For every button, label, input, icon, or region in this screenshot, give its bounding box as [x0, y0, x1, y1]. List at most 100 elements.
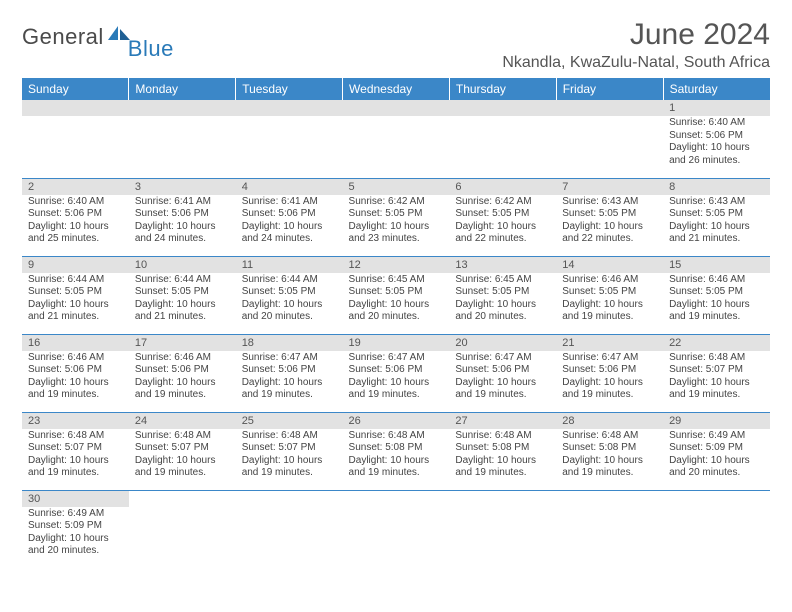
sunset-line: Sunset: 5:06 PM	[669, 130, 764, 143]
day-number: 23	[22, 413, 129, 429]
calendar-day-cell	[449, 490, 556, 568]
sunset-line: Sunset: 5:05 PM	[135, 286, 230, 299]
logo-text-general: General	[22, 24, 104, 50]
day-details: Sunrise: 6:48 AMSunset: 5:07 PMDaylight:…	[22, 429, 129, 482]
day-details: Sunrise: 6:47 AMSunset: 5:06 PMDaylight:…	[556, 351, 663, 404]
day-header: Friday	[556, 78, 663, 100]
sunset-line: Sunset: 5:07 PM	[669, 364, 764, 377]
day-details: Sunrise: 6:42 AMSunset: 5:05 PMDaylight:…	[449, 195, 556, 248]
day-header: Wednesday	[343, 78, 450, 100]
sunrise-line: Sunrise: 6:42 AM	[455, 196, 550, 209]
calendar-day-cell: 29Sunrise: 6:49 AMSunset: 5:09 PMDayligh…	[663, 412, 770, 490]
daylight-line: Daylight: 10 hours and 22 minutes.	[455, 221, 550, 246]
day-number: 6	[449, 179, 556, 195]
calendar-day-cell	[343, 490, 450, 568]
calendar-week-row: 9Sunrise: 6:44 AMSunset: 5:05 PMDaylight…	[22, 256, 770, 334]
daylight-line: Daylight: 10 hours and 20 minutes.	[242, 299, 337, 324]
sunrise-line: Sunrise: 6:47 AM	[349, 352, 444, 365]
sunrise-line: Sunrise: 6:48 AM	[562, 430, 657, 443]
day-number: 29	[663, 413, 770, 429]
day-details: Sunrise: 6:48 AMSunset: 5:08 PMDaylight:…	[449, 429, 556, 482]
day-details: Sunrise: 6:47 AMSunset: 5:06 PMDaylight:…	[449, 351, 556, 404]
day-number: 8	[663, 179, 770, 195]
sunrise-line: Sunrise: 6:47 AM	[562, 352, 657, 365]
sunset-line: Sunset: 5:05 PM	[349, 286, 444, 299]
sunrise-line: Sunrise: 6:47 AM	[455, 352, 550, 365]
day-number: 18	[236, 335, 343, 351]
calendar-day-cell: 27Sunrise: 6:48 AMSunset: 5:08 PMDayligh…	[449, 412, 556, 490]
sunrise-line: Sunrise: 6:44 AM	[28, 274, 123, 287]
day-number: 24	[129, 413, 236, 429]
daylight-line: Daylight: 10 hours and 24 minutes.	[135, 221, 230, 246]
sunrise-line: Sunrise: 6:46 AM	[135, 352, 230, 365]
sunset-line: Sunset: 5:08 PM	[349, 442, 444, 455]
day-details: Sunrise: 6:48 AMSunset: 5:07 PMDaylight:…	[236, 429, 343, 482]
sunset-line: Sunset: 5:08 PM	[562, 442, 657, 455]
calendar-day-cell: 8Sunrise: 6:43 AMSunset: 5:05 PMDaylight…	[663, 178, 770, 256]
calendar-day-cell	[449, 100, 556, 178]
calendar-week-row: 2Sunrise: 6:40 AMSunset: 5:06 PMDaylight…	[22, 178, 770, 256]
calendar-day-cell	[343, 100, 450, 178]
calendar-day-cell: 30Sunrise: 6:49 AMSunset: 5:09 PMDayligh…	[22, 490, 129, 568]
day-details: Sunrise: 6:49 AMSunset: 5:09 PMDaylight:…	[663, 429, 770, 482]
day-number: 5	[343, 179, 450, 195]
sunset-line: Sunset: 5:07 PM	[28, 442, 123, 455]
day-number: 26	[343, 413, 450, 429]
sunset-line: Sunset: 5:06 PM	[135, 208, 230, 221]
sunset-line: Sunset: 5:06 PM	[455, 364, 550, 377]
calendar-table: Sunday Monday Tuesday Wednesday Thursday…	[22, 78, 770, 568]
sunrise-line: Sunrise: 6:44 AM	[135, 274, 230, 287]
calendar-day-cell: 1Sunrise: 6:40 AMSunset: 5:06 PMDaylight…	[663, 100, 770, 178]
daylight-line: Daylight: 10 hours and 19 minutes.	[28, 455, 123, 480]
day-number: 12	[343, 257, 450, 273]
sunrise-line: Sunrise: 6:48 AM	[242, 430, 337, 443]
sunrise-line: Sunrise: 6:43 AM	[669, 196, 764, 209]
day-details: Sunrise: 6:48 AMSunset: 5:07 PMDaylight:…	[663, 351, 770, 404]
calendar-day-cell: 18Sunrise: 6:47 AMSunset: 5:06 PMDayligh…	[236, 334, 343, 412]
day-details: Sunrise: 6:44 AMSunset: 5:05 PMDaylight:…	[129, 273, 236, 326]
sunrise-line: Sunrise: 6:45 AM	[349, 274, 444, 287]
daylight-line: Daylight: 10 hours and 19 minutes.	[349, 377, 444, 402]
calendar-day-cell: 13Sunrise: 6:45 AMSunset: 5:05 PMDayligh…	[449, 256, 556, 334]
calendar-day-cell: 6Sunrise: 6:42 AMSunset: 5:05 PMDaylight…	[449, 178, 556, 256]
sunset-line: Sunset: 5:09 PM	[28, 520, 123, 533]
day-details: Sunrise: 6:48 AMSunset: 5:08 PMDaylight:…	[343, 429, 450, 482]
sunrise-line: Sunrise: 6:46 AM	[28, 352, 123, 365]
calendar-day-cell: 26Sunrise: 6:48 AMSunset: 5:08 PMDayligh…	[343, 412, 450, 490]
location-subtitle: Nkandla, KwaZulu-Natal, South Africa	[502, 54, 770, 72]
calendar-day-cell: 7Sunrise: 6:43 AMSunset: 5:05 PMDaylight…	[556, 178, 663, 256]
calendar-week-row: 23Sunrise: 6:48 AMSunset: 5:07 PMDayligh…	[22, 412, 770, 490]
day-details: Sunrise: 6:46 AMSunset: 5:06 PMDaylight:…	[22, 351, 129, 404]
daylight-line: Daylight: 10 hours and 20 minutes.	[28, 533, 123, 558]
calendar-day-cell: 3Sunrise: 6:41 AMSunset: 5:06 PMDaylight…	[129, 178, 236, 256]
day-details: Sunrise: 6:43 AMSunset: 5:05 PMDaylight:…	[556, 195, 663, 248]
daylight-line: Daylight: 10 hours and 19 minutes.	[28, 377, 123, 402]
daylight-line: Daylight: 10 hours and 20 minutes.	[455, 299, 550, 324]
calendar-day-cell: 21Sunrise: 6:47 AMSunset: 5:06 PMDayligh…	[556, 334, 663, 412]
day-number: 28	[556, 413, 663, 429]
daylight-line: Daylight: 10 hours and 19 minutes.	[135, 377, 230, 402]
calendar-day-cell	[236, 490, 343, 568]
day-details: Sunrise: 6:45 AMSunset: 5:05 PMDaylight:…	[343, 273, 450, 326]
day-number: 4	[236, 179, 343, 195]
day-header: Tuesday	[236, 78, 343, 100]
empty-daynum-bar	[236, 100, 343, 116]
sunrise-line: Sunrise: 6:46 AM	[669, 274, 764, 287]
day-details: Sunrise: 6:48 AMSunset: 5:07 PMDaylight:…	[129, 429, 236, 482]
sunset-line: Sunset: 5:06 PM	[135, 364, 230, 377]
day-header: Monday	[129, 78, 236, 100]
day-details: Sunrise: 6:44 AMSunset: 5:05 PMDaylight:…	[236, 273, 343, 326]
calendar-day-cell: 5Sunrise: 6:42 AMSunset: 5:05 PMDaylight…	[343, 178, 450, 256]
sunrise-line: Sunrise: 6:46 AM	[562, 274, 657, 287]
day-details: Sunrise: 6:40 AMSunset: 5:06 PMDaylight:…	[663, 116, 770, 169]
sunset-line: Sunset: 5:05 PM	[28, 286, 123, 299]
day-header: Sunday	[22, 78, 129, 100]
calendar-day-cell	[236, 100, 343, 178]
sunset-line: Sunset: 5:06 PM	[562, 364, 657, 377]
calendar-week-row: 16Sunrise: 6:46 AMSunset: 5:06 PMDayligh…	[22, 334, 770, 412]
daylight-line: Daylight: 10 hours and 26 minutes.	[669, 142, 764, 167]
day-header-row: Sunday Monday Tuesday Wednesday Thursday…	[22, 78, 770, 100]
title-block: June 2024 Nkandla, KwaZulu-Natal, South …	[502, 18, 770, 72]
calendar-week-row: 30Sunrise: 6:49 AMSunset: 5:09 PMDayligh…	[22, 490, 770, 568]
day-number: 21	[556, 335, 663, 351]
